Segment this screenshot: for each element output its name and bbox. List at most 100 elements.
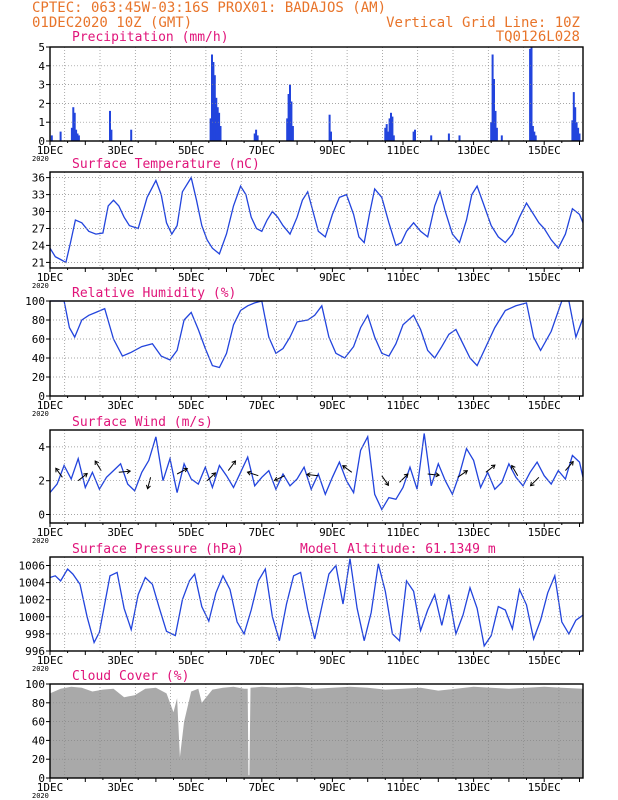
precip-bar (412, 131, 415, 141)
cloud-ytick-label: 0 (38, 772, 45, 785)
precip-bar (253, 133, 256, 141)
humidity-year-label: 2020 (32, 410, 49, 418)
precip-bar (575, 122, 578, 141)
humidity-xtick-label: 5DEC (178, 399, 205, 412)
humidity-title: Relative Humidity (%) (72, 286, 236, 301)
cloud-xtick-label: 3DEC (107, 781, 134, 794)
wind-xtick-label: 15DEC (528, 526, 561, 539)
wind-arrow-head (183, 467, 189, 473)
temperature-year-label: 2020 (32, 282, 49, 290)
wind-arrow (206, 472, 216, 482)
header-line: CPTEC: 063:45W-03:16S PROX01: BADAJOS (A… (32, 0, 386, 16)
precip-bar (216, 107, 219, 141)
humidity-xtick-label: 9DEC (319, 399, 346, 412)
precip-ytick-label: 3 (38, 79, 45, 92)
precip-bar (385, 124, 388, 141)
pressure-xtick-label: 11DEC (386, 654, 419, 667)
cloud-ytick-label: 20 (32, 753, 45, 766)
wind-arrow (176, 468, 188, 475)
wind-arrow-head (273, 476, 279, 482)
precip-ytick-label: 0 (38, 135, 45, 148)
humidity-xtick-label: 13DEC (457, 399, 490, 412)
cloud-ytick-label: 40 (32, 734, 45, 747)
precip-bar (384, 127, 387, 141)
temperature-ytick-label: 27 (32, 223, 45, 236)
humidity-panel: 0 20 40 60 80 100 1DEC 3DEC 5DEC 7DEC 9DEC 11DEC 13D… (25, 295, 584, 418)
wind-frame (49, 429, 584, 524)
humidity-ytick-label: 20 (32, 371, 45, 384)
precip-bar (77, 135, 80, 141)
humidity-frame (49, 300, 584, 397)
cloud-ytick-label: 80 (32, 697, 45, 710)
humidity-ytick-label: 80 (32, 314, 45, 327)
precip-xtick-label: 15DEC (528, 144, 561, 157)
precip-bar (491, 54, 494, 141)
temperature-ytick-label: 24 (32, 239, 46, 252)
header-code: TQ0126L028 (496, 29, 580, 45)
precip-bar (212, 62, 215, 141)
humidity-ytick-label: 100 (25, 295, 45, 308)
humidity-xtick-label: 7DEC (249, 399, 276, 412)
wind-arrow-head (435, 472, 441, 478)
precip-bar (256, 135, 259, 141)
plots-group: 0 1 2 3 4 5 1DEC 3DEC 5DEC 7DEC 9DEC 11DEC 13DEC 15DE… (19, 41, 584, 800)
wind-arrow-head (126, 468, 132, 474)
precip-bar (533, 131, 536, 141)
pressure-xtick-label: 5DEC (178, 654, 205, 667)
wind-arrow (247, 471, 259, 477)
precip-bar (391, 116, 394, 141)
cloud-ytick-label: 100 (25, 678, 45, 691)
precip-bar (213, 75, 216, 141)
wind-arrow (147, 477, 152, 489)
wind-arrow-head (94, 460, 100, 465)
temperature-ytick-label: 30 (32, 206, 45, 219)
cloud-area (50, 686, 583, 778)
wind-title: Surface Wind (m/s) (72, 415, 213, 430)
pressure-xtick-label: 7DEC (249, 654, 276, 667)
pressure-ytick-label: 1002 (19, 594, 46, 607)
pressure-panel: 996 998 1000 1002 1004 1006 1DEC 3DEC 5DEC 7DEC 9D… (19, 556, 584, 673)
cloud-xtick-label: 7DEC (249, 781, 276, 794)
precip-bar (493, 79, 495, 141)
wind-xtick-label: 3DEC (107, 526, 134, 539)
pressure-xtick-label: 3DEC (107, 654, 134, 667)
pressure-ytick-label: 1000 (19, 611, 46, 624)
wind-arrow-head (463, 470, 469, 475)
pressure-series-line (49, 558, 584, 648)
wind-arrow-head (403, 473, 409, 479)
precip-xtick-label: 13DEC (457, 144, 490, 157)
temperature-xtick-label: 7DEC (249, 271, 276, 284)
precip-bar (490, 122, 493, 141)
precip-bar (534, 135, 537, 141)
wind-arrow-head (511, 464, 516, 470)
precip-bar (414, 129, 416, 141)
pressure-ytick-label: 998 (25, 628, 45, 641)
pressure-xtick-label: 15DEC (528, 654, 561, 667)
temperature-xtick-label: 9DEC (319, 271, 346, 284)
precip-bar (130, 129, 133, 141)
precip-bar (328, 114, 331, 141)
cloud-xtick-label: 1DEC (37, 781, 64, 794)
pressure-xtick-label: 13DEC (457, 654, 490, 667)
precip-xtick-label: 9DEC (319, 144, 346, 157)
wind-arrow (399, 473, 409, 483)
cloud-title: Cloud Cover (%) (72, 669, 189, 684)
precip-bar (430, 135, 433, 141)
precip-bar (387, 131, 390, 141)
wind-xtick-label: 9DEC (319, 526, 346, 539)
precip-ytick-label: 2 (38, 97, 45, 110)
wind-arrow-head (569, 460, 574, 466)
precip-bar (255, 129, 258, 141)
wind-xtick-label: 7DEC (249, 526, 276, 539)
precip-xtick-label: 3DEC (107, 144, 134, 157)
precip-bar (571, 120, 574, 141)
temperature-xtick-label: 15DEC (528, 271, 561, 284)
precip-xtick-label: 5DEC (178, 144, 205, 157)
cloud-panel: 0 20 40 60 80 100 1DEC 3DEC 5DEC 7DEC 9DEC 11DEC 13D… (25, 678, 584, 800)
wind-year-label: 2020 (32, 537, 49, 545)
wind-arrow-head (384, 481, 389, 487)
precip-bar (577, 127, 580, 141)
precip-bar (458, 135, 461, 141)
